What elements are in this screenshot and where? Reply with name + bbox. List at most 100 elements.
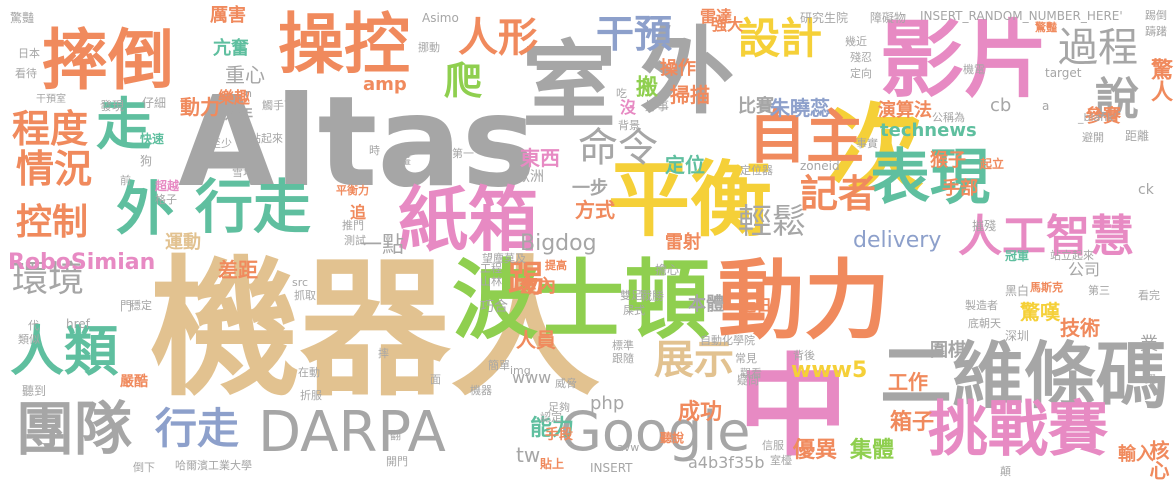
cloud-word: 厲害 <box>210 5 246 26</box>
cloud-word: 機器人 <box>150 243 601 417</box>
cloud-word: 方式 <box>575 198 615 222</box>
cloud-word: 看待 <box>15 67 37 80</box>
cloud-word: 演算法 <box>878 100 932 121</box>
cloud-word: 挑戰賽 <box>928 395 1108 465</box>
cloud-word: n <box>245 87 252 100</box>
cloud-word: 室內 <box>520 276 556 297</box>
cloud-word: 常見 <box>735 352 757 365</box>
cloud-word: img <box>510 364 531 377</box>
cloud-word: Bigdog <box>520 231 597 256</box>
cloud-word: 障礙物 <box>870 11 907 25</box>
cloud-word: Altas <box>178 70 537 215</box>
cloud-word: 發現 <box>100 99 125 113</box>
cloud-word: 類似 <box>18 333 40 346</box>
cloud-word: 雙足 <box>620 289 642 302</box>
cloud-word: 亢奮 <box>213 38 249 59</box>
cloud-word: 說 <box>1095 74 1139 125</box>
cloud-word: 推門 <box>342 219 364 232</box>
cloud-word: 波士頓 <box>452 251 710 351</box>
cloud-word: 機器 <box>470 384 492 397</box>
cloud-word: 雪地 <box>232 166 254 179</box>
cloud-word: 影片 <box>880 11 1049 109</box>
cloud-word: amp <box>363 74 407 95</box>
cloud-word: zoneid <box>800 159 840 173</box>
cloud-word: 干預室 <box>36 94 66 105</box>
cloud-word: 參賽 <box>1085 106 1121 127</box>
cloud-word: 掃描 <box>670 83 710 107</box>
cloud-word: 成功 <box>678 400 723 425</box>
cloud-word: 強大 <box>711 15 744 34</box>
cloud-word: 外 <box>116 175 175 243</box>
cloud-word: 技術 <box>1060 316 1100 340</box>
cloud-word: 山林 <box>480 275 502 288</box>
cloud-word: 運動 <box>165 232 201 253</box>
cloud-word: 摔 <box>378 347 389 360</box>
cloud-word: _blank' <box>1078 111 1117 124</box>
cloud-word: 第一 <box>452 147 474 160</box>
cloud-word: 威脅 <box>555 377 577 390</box>
cloud-word: 門 <box>120 299 133 313</box>
cloud-word: 研究生院 <box>800 11 849 25</box>
cloud-word: 認定 <box>540 411 562 424</box>
cloud-word: 倒下 <box>133 461 155 474</box>
cloud-word: 底朝天 <box>968 317 1001 330</box>
cloud-word: 驚豔 <box>10 11 35 25</box>
cloud-word: 猴子 <box>930 150 966 171</box>
cloud-word: 信服 <box>762 439 784 452</box>
cloud-word: 近日 <box>740 296 773 315</box>
cloud-word: 平衡 <box>608 153 773 248</box>
cloud-word: 格子 <box>155 193 177 206</box>
cloud-word: avw <box>617 441 640 454</box>
cloud-word: 狗 <box>140 154 153 168</box>
cloud-word: 穩定 <box>130 299 152 312</box>
cloud-word: 操控 <box>278 6 410 83</box>
cloud-word: 躊躇 <box>1145 25 1167 38</box>
cloud-word: 展示 <box>654 337 734 383</box>
cloud-word: 快速 <box>140 132 165 146</box>
cloud-word: 顛 <box>1000 465 1011 478</box>
cloud-word: 殘忍 <box>850 51 872 64</box>
cloud-word: 一步 <box>572 178 608 199</box>
cloud-word: 站立起來 <box>1050 249 1094 262</box>
cloud-word: 踢倒 <box>1145 9 1167 22</box>
cloud-word: 走 <box>96 93 152 158</box>
cloud-word: 外 <box>640 18 735 127</box>
cloud-word: 人員 <box>516 328 556 352</box>
cloud-word: 時 <box>369 144 380 157</box>
cloud-word: 工作 <box>888 370 928 394</box>
cloud-word: 業 <box>1140 334 1158 355</box>
cloud-word: Asimo <box>422 11 459 25</box>
cloud-word: 哈爾濱工業大學 <box>175 459 252 472</box>
cloud-word: 二維條碼 <box>880 334 1169 418</box>
cloud-word: 深圳 <box>1005 329 1030 343</box>
cloud-word: 標準 <box>612 339 634 352</box>
cloud-word: 命令 <box>578 125 658 171</box>
cloud-word: 動力 <box>180 95 220 119</box>
cloud-word: 過程 <box>1058 25 1138 71</box>
cloud-word: 貼上 <box>540 457 565 471</box>
cloud-word: 比賽 <box>738 96 774 117</box>
cloud-word: a <box>1042 99 1050 113</box>
cloud-word: 仔細 <box>142 96 167 110</box>
cloud-word: 自主 <box>748 103 865 171</box>
cloud-word: 記者 <box>800 172 877 216</box>
cloud-word: 簡單 <box>488 359 510 372</box>
cloud-word: 踢 <box>508 259 545 300</box>
cloud-word: 過年 <box>225 107 253 123</box>
cloud-word: 聽到 <box>22 384 47 398</box>
cloud-word: 次 <box>828 94 924 206</box>
cloud-word: 背景 <box>618 119 640 132</box>
cloud-word: 環境 <box>12 259 85 300</box>
cloud-word: www <box>512 368 552 387</box>
cloud-word: 站起來 <box>250 132 283 145</box>
cloud-word: 跟隨 <box>612 352 634 365</box>
cloud-word: 手段 <box>545 427 573 443</box>
cloud-word: 室 <box>522 32 617 141</box>
cloud-word: 幾近 <box>845 35 867 48</box>
cloud-word: 聽說 <box>660 431 685 445</box>
cloud-word: 測試 <box>344 234 366 247</box>
cloud-word: 巧合 <box>480 299 508 315</box>
cloud-word: 紙箱 <box>398 179 538 261</box>
cloud-word: 定位 <box>665 153 705 177</box>
